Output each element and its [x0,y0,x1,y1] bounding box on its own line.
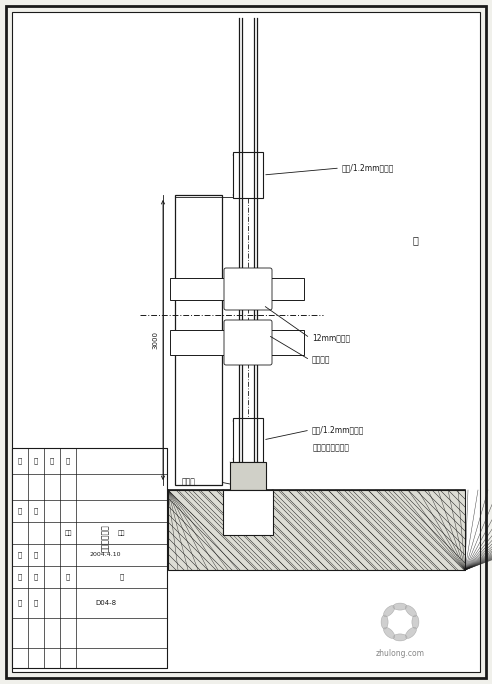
Bar [175,195,222,485]
Ellipse shape [405,605,416,617]
Text: 地簧门安装示意图: 地簧门安装示意图 [313,443,350,453]
Ellipse shape [412,615,419,629]
Text: 地簧门纵剖图: 地簧门纵剖图 [101,524,110,552]
Bar [168,490,465,570]
Text: 地弹簧: 地弹簧 [181,477,195,486]
Ellipse shape [405,627,416,638]
Bar [254,330,304,355]
Text: 地弹簧铝: 地弹簧铝 [312,356,331,365]
Text: 图: 图 [18,508,22,514]
Text: 日: 日 [18,552,22,558]
FancyBboxPatch shape [224,268,272,310]
Ellipse shape [393,603,407,610]
Text: 修: 修 [18,458,22,464]
Text: 设计: 设计 [64,530,72,536]
Text: 专: 专 [18,574,22,580]
Bar [223,490,273,535]
Text: 铝片/1.2mm钔衬板: 铝片/1.2mm钔衬板 [342,163,395,172]
Bar [168,490,465,570]
Ellipse shape [381,615,388,629]
Text: zhulong.com: zhulong.com [375,649,425,658]
Ellipse shape [384,627,395,638]
Bar [254,278,304,300]
Ellipse shape [384,605,395,617]
Text: 2004.4.10: 2004.4.10 [90,553,121,557]
Bar [12,448,167,668]
Text: 业: 业 [34,574,38,580]
Bar [233,152,263,198]
Text: 铝片/1.2mm钔衬板: 铝片/1.2mm钔衬板 [312,425,365,434]
Text: 期: 期 [34,552,38,558]
Text: 建: 建 [66,574,70,580]
Bar [230,462,266,490]
Text: 筑: 筑 [120,574,123,580]
Text: 录: 录 [66,458,70,464]
Text: 3000: 3000 [152,331,158,349]
Text: 图: 图 [18,600,22,606]
Bar [170,330,242,355]
Text: D04-8: D04-8 [95,600,116,606]
Text: 制图: 制图 [118,530,125,536]
Ellipse shape [393,634,407,641]
Bar [170,278,242,300]
Text: 名: 名 [34,508,38,514]
Bar [233,418,263,462]
Text: 12mm钓化玻: 12mm钓化玻 [312,334,350,343]
Text: 记: 记 [50,458,54,464]
Text: 改: 改 [34,458,38,464]
Text: 玻: 玻 [412,235,418,245]
Text: 号: 号 [34,600,38,606]
FancyBboxPatch shape [224,320,272,365]
